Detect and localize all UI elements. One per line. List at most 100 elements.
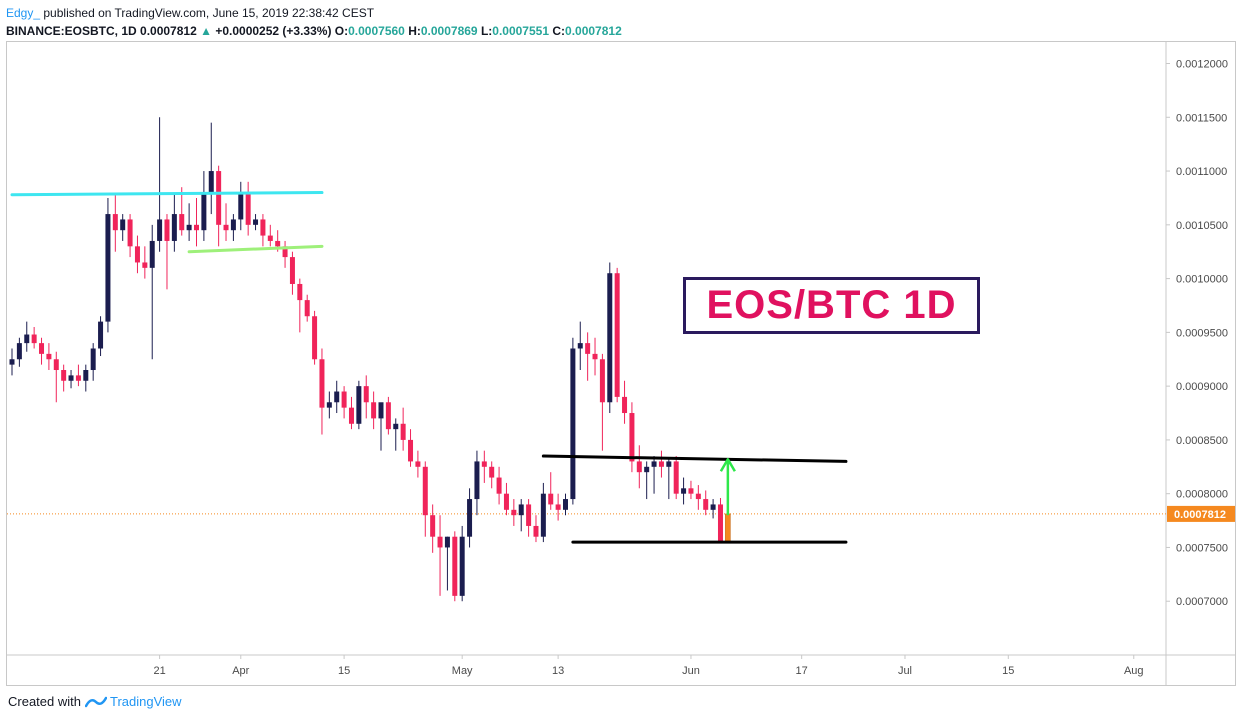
tradingview-logo-icon	[84, 696, 107, 707]
candle-body	[385, 402, 391, 430]
candle-body	[297, 283, 303, 301]
change-value: +0.0000252 (+3.33%)	[215, 24, 332, 38]
high-value: 0.0007869	[420, 24, 478, 38]
candle-body	[157, 219, 163, 241]
current-price-tag	[1167, 505, 1235, 522]
candle-body	[334, 391, 340, 403]
candle-body	[503, 493, 509, 510]
candle-body	[341, 391, 347, 408]
candle-body	[666, 461, 672, 467]
author-link[interactable]: Edgy_	[6, 6, 41, 20]
y-tick-label: 0.0009000	[1176, 381, 1228, 393]
candle-body	[563, 499, 568, 510]
high-label: H:	[408, 24, 421, 38]
low-value: 0.0007551	[492, 24, 550, 38]
candle-body	[39, 343, 45, 354]
upper-range-line	[541, 454, 848, 463]
created-with-text: Created with	[8, 694, 81, 709]
candle-body	[452, 536, 458, 596]
candle-body	[326, 402, 332, 408]
tradingview-brand[interactable]: TradingView	[84, 694, 182, 709]
candle-body	[533, 525, 539, 537]
candle-body	[120, 219, 126, 231]
candle-body	[275, 240, 281, 247]
candle-body	[710, 504, 716, 510]
candle-body	[518, 504, 524, 516]
y-tick-label: 0.0010000	[1176, 274, 1228, 286]
candle-body	[142, 262, 148, 268]
y-tick-label: 0.0011000	[1176, 166, 1227, 178]
published-text: published on TradingView.com, June 15, 2…	[43, 6, 375, 20]
candle-body	[481, 461, 487, 467]
candle-body	[164, 219, 170, 241]
candle-body	[46, 353, 52, 360]
candle-body	[149, 240, 155, 268]
candle-body	[717, 504, 723, 542]
candle-body	[348, 407, 354, 424]
y-tick-label: 0.0008500	[1176, 435, 1228, 447]
candle-body	[245, 192, 251, 225]
candle-body	[319, 359, 325, 408]
x-tick-label: May	[452, 665, 473, 677]
candle-body	[592, 353, 598, 360]
candle-body	[585, 343, 591, 354]
candle-body	[201, 192, 207, 231]
candle-body	[282, 246, 288, 258]
candle-body	[260, 219, 266, 236]
header-row-1: Edgy_ published on TradingView.com, June…	[6, 4, 622, 22]
y-tick-label: 0.0009500	[1176, 327, 1228, 339]
candle-body	[489, 466, 495, 478]
y-tick-label: 0.0007500	[1176, 542, 1228, 554]
candle-body	[614, 273, 620, 397]
x-tick-label: 15	[1002, 665, 1014, 677]
candle-body	[651, 461, 657, 467]
target-arrow-head-icon	[719, 458, 736, 472]
last-price: 0.0007812	[140, 24, 197, 38]
candle-body	[98, 321, 104, 349]
candle-body	[644, 466, 650, 473]
candle-body	[186, 224, 192, 231]
annotation-text: EOS/BTC 1D	[706, 283, 957, 327]
y-tick-label: 0.0011500	[1176, 112, 1227, 124]
chart-header: Edgy_ published on TradingView.com, June…	[6, 4, 622, 40]
candle-body	[171, 214, 177, 241]
brand-name: TradingView	[109, 694, 182, 709]
candle-body	[467, 499, 473, 537]
y-tick-label: 0.0010500	[1176, 220, 1228, 232]
candle-body	[267, 235, 273, 241]
x-tick-label: 17	[796, 665, 808, 677]
candle-body	[378, 402, 384, 419]
candle-body	[208, 171, 214, 193]
candle-body	[238, 192, 244, 220]
candle-body	[408, 439, 414, 462]
chart-frame[interactable]	[6, 41, 1236, 686]
candle-body	[134, 246, 140, 263]
candle-body	[555, 504, 561, 510]
candle-body	[68, 375, 74, 381]
candle-body	[253, 219, 259, 225]
candle-body	[16, 343, 22, 360]
candle-body	[437, 536, 443, 548]
candle-body	[607, 273, 613, 403]
y-tick-label: 0.0007000	[1176, 596, 1228, 608]
eos-btc-annotation-box: EOS/BTC 1D	[683, 277, 980, 334]
candle-body	[179, 214, 185, 231]
candle-body	[105, 214, 111, 322]
candle-body	[658, 461, 664, 467]
candle-body	[230, 219, 236, 231]
candle-body	[422, 466, 428, 516]
cyan-resistance-line	[10, 191, 324, 197]
x-tick-label: 15	[338, 665, 350, 677]
open-label: O:	[334, 24, 349, 38]
candle-body	[9, 359, 15, 365]
candle-body	[90, 348, 96, 371]
candle-body	[363, 386, 369, 403]
x-tick-label: Aug	[1124, 665, 1144, 677]
y-tick-label: 0.0008000	[1176, 489, 1228, 501]
candle-body	[636, 461, 642, 473]
candle-body	[526, 504, 532, 526]
candle-body	[430, 515, 436, 537]
candle-body	[548, 493, 554, 505]
candle-body	[496, 477, 502, 494]
